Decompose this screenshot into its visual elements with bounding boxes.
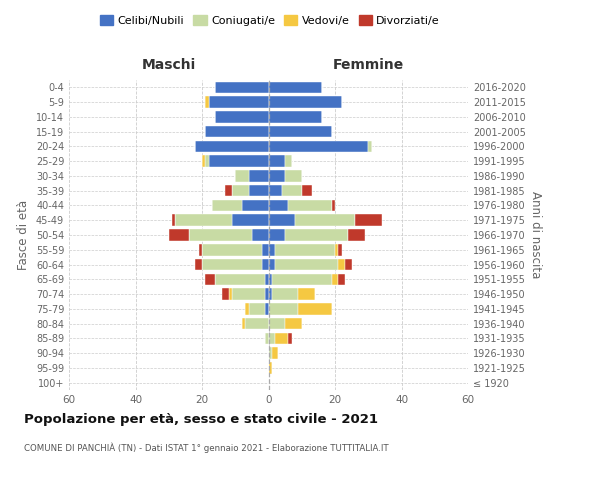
Bar <box>338 274 345 285</box>
Bar <box>275 259 338 270</box>
Bar <box>298 288 315 300</box>
Bar <box>269 140 368 152</box>
Bar <box>269 348 272 359</box>
Bar <box>202 259 262 270</box>
Bar <box>338 259 345 270</box>
Text: Popolazione per età, sesso e stato civile - 2021: Popolazione per età, sesso e stato civil… <box>24 412 378 426</box>
Bar <box>248 303 265 314</box>
Y-axis label: Fasce di età: Fasce di età <box>17 200 30 270</box>
Bar <box>345 259 352 270</box>
Text: Femmine: Femmine <box>332 58 404 72</box>
Bar <box>269 303 298 314</box>
Bar <box>252 229 269 241</box>
Bar <box>295 214 355 226</box>
Bar <box>302 185 312 196</box>
Bar <box>269 332 275 344</box>
Bar <box>272 288 298 300</box>
Bar <box>285 229 348 241</box>
Bar <box>269 82 322 93</box>
Bar <box>262 244 269 256</box>
Bar <box>269 244 275 256</box>
Bar <box>285 318 302 330</box>
Bar <box>209 96 269 108</box>
Bar <box>269 214 295 226</box>
Bar <box>269 170 285 181</box>
Bar <box>209 156 269 167</box>
Bar <box>205 156 209 167</box>
Bar <box>262 259 269 270</box>
Bar <box>245 303 248 314</box>
Bar <box>265 303 269 314</box>
Bar <box>225 185 232 196</box>
Bar <box>188 229 252 241</box>
Bar <box>212 200 242 211</box>
Bar <box>368 140 371 152</box>
Bar <box>229 288 232 300</box>
Y-axis label: Anni di nascita: Anni di nascita <box>529 192 542 278</box>
Text: Maschi: Maschi <box>142 58 196 72</box>
Bar <box>215 111 269 122</box>
Bar <box>269 259 275 270</box>
Bar <box>232 214 269 226</box>
Bar <box>269 96 341 108</box>
Bar <box>242 200 269 211</box>
Legend: Celibi/Nubili, Coniugati/e, Vedovi/e, Divorziati/e: Celibi/Nubili, Coniugati/e, Vedovi/e, Di… <box>98 13 442 28</box>
Bar <box>202 156 205 167</box>
Bar <box>269 229 285 241</box>
Bar <box>245 318 269 330</box>
Bar <box>269 288 272 300</box>
Bar <box>265 274 269 285</box>
Bar <box>205 126 269 138</box>
Bar <box>332 274 338 285</box>
Bar <box>248 185 269 196</box>
Bar <box>289 200 332 211</box>
Bar <box>275 244 335 256</box>
Bar <box>282 185 302 196</box>
Bar <box>199 244 202 256</box>
Bar <box>269 362 272 374</box>
Bar <box>269 111 322 122</box>
Bar <box>202 244 262 256</box>
Bar <box>289 332 292 344</box>
Bar <box>248 170 269 181</box>
Bar <box>232 185 248 196</box>
Bar <box>298 303 332 314</box>
Bar <box>269 126 332 138</box>
Text: COMUNE DI PANCHIÀ (TN) - Dati ISTAT 1° gennaio 2021 - Elaborazione TUTTITALIA.IT: COMUNE DI PANCHIÀ (TN) - Dati ISTAT 1° g… <box>24 442 389 453</box>
Bar <box>285 170 302 181</box>
Bar <box>332 200 335 211</box>
Bar <box>269 200 289 211</box>
Bar <box>232 288 265 300</box>
Bar <box>205 96 209 108</box>
Bar <box>269 318 285 330</box>
Bar <box>355 214 382 226</box>
Bar <box>269 185 282 196</box>
Bar <box>348 229 365 241</box>
Bar <box>215 274 265 285</box>
Bar <box>269 156 285 167</box>
Bar <box>272 348 278 359</box>
Bar <box>205 274 215 285</box>
Bar <box>196 140 269 152</box>
Bar <box>275 332 289 344</box>
Bar <box>196 259 202 270</box>
Bar <box>285 156 292 167</box>
Bar <box>335 244 338 256</box>
Bar <box>269 274 272 285</box>
Bar <box>338 244 341 256</box>
Bar <box>172 214 175 226</box>
Bar <box>272 274 332 285</box>
Bar <box>215 82 269 93</box>
Bar <box>235 170 248 181</box>
Bar <box>169 229 188 241</box>
Bar <box>265 332 269 344</box>
Bar <box>242 318 245 330</box>
Bar <box>175 214 232 226</box>
Bar <box>265 288 269 300</box>
Bar <box>222 288 229 300</box>
